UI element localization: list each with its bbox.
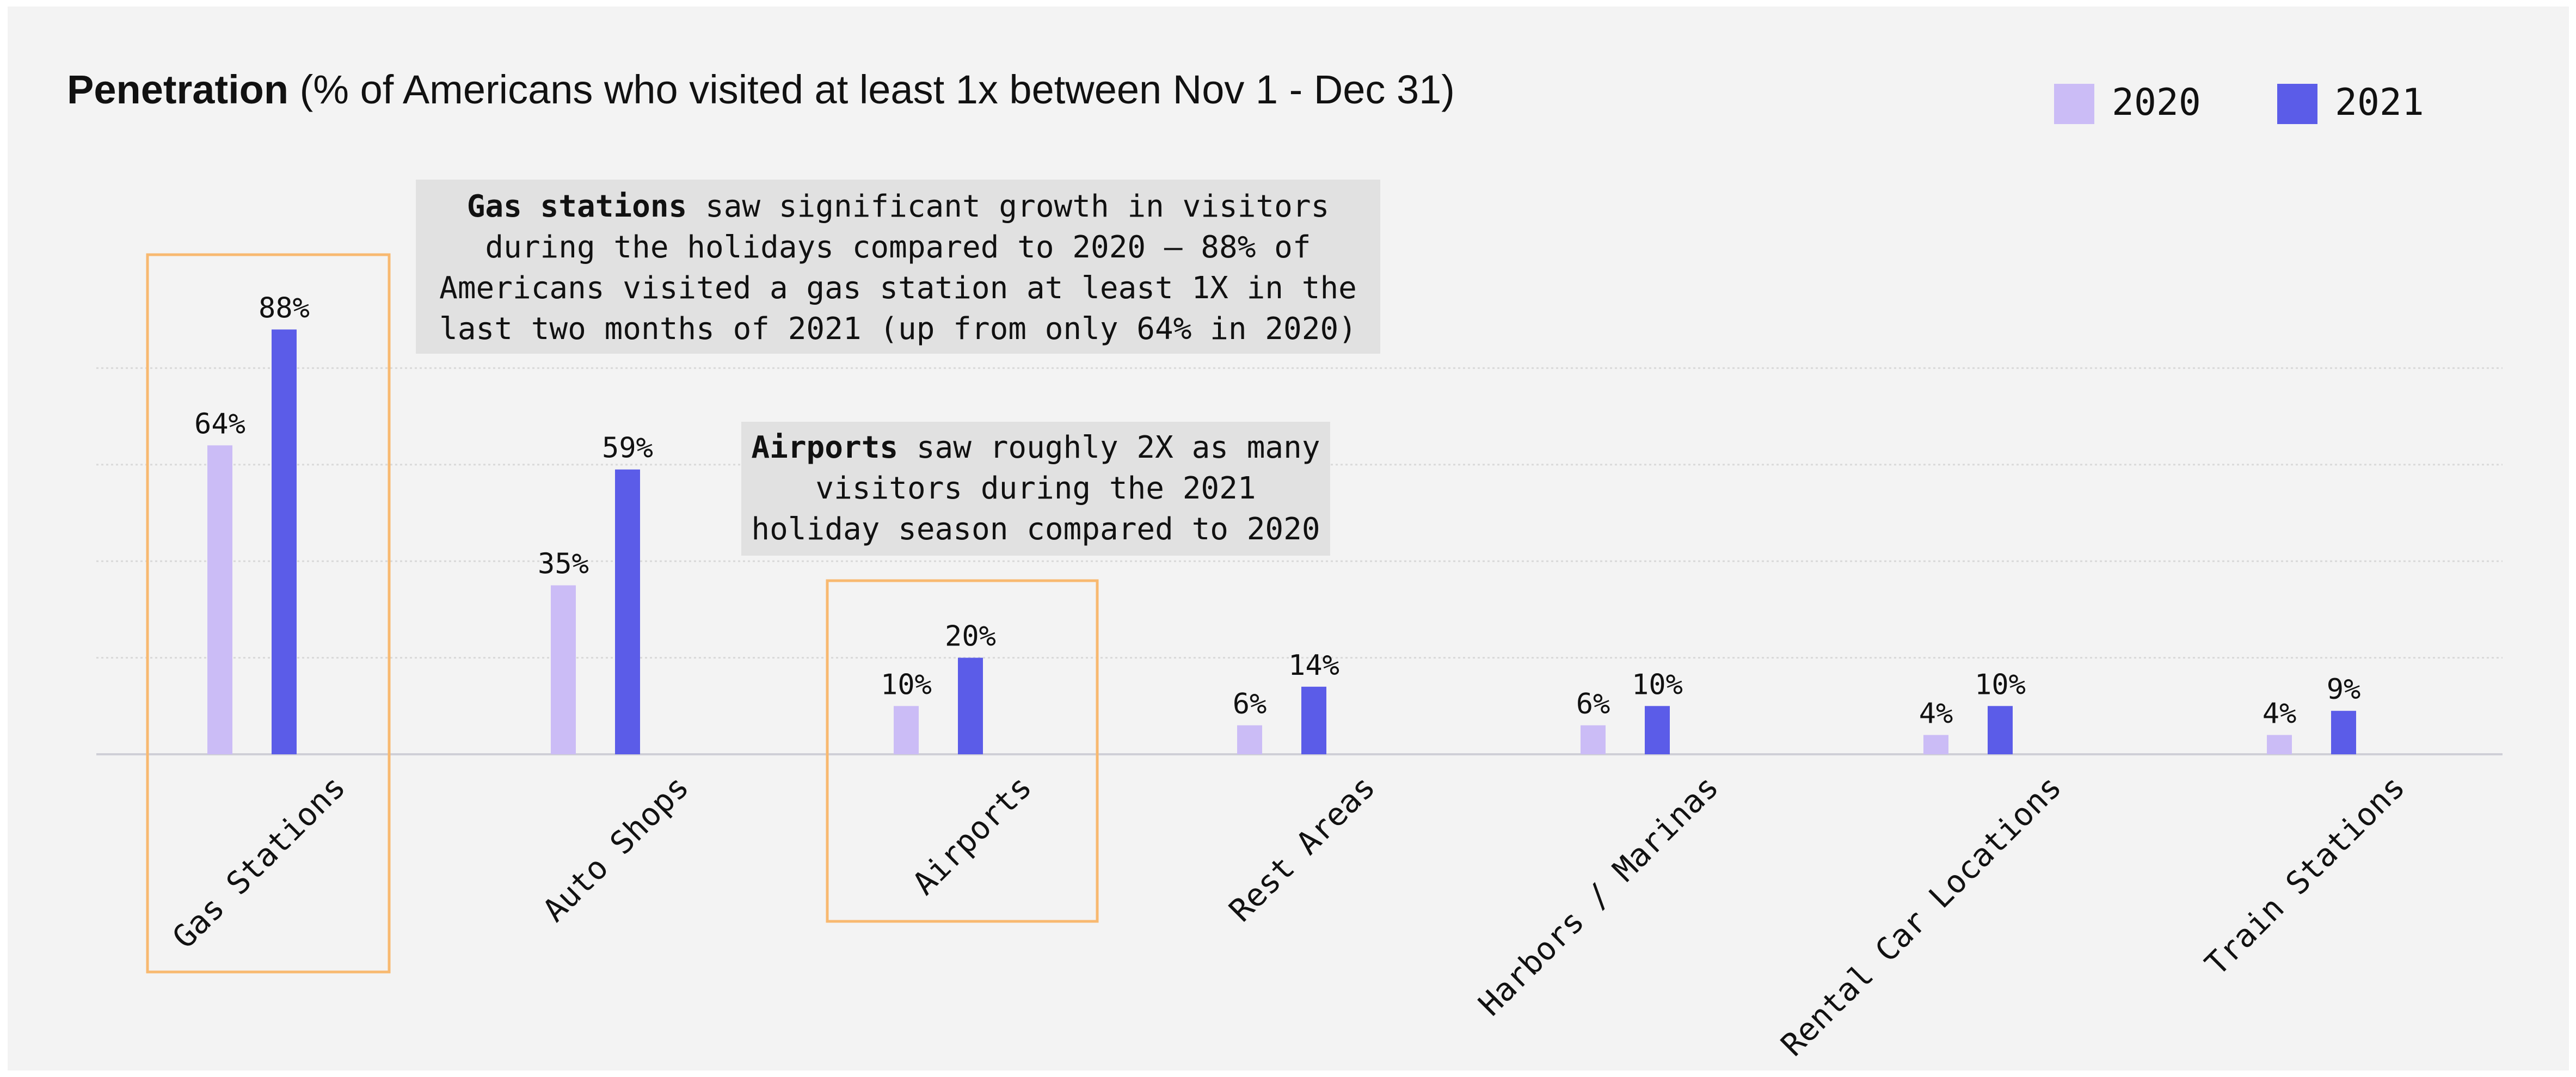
bar-2020-rest-areas <box>1237 725 1262 754</box>
bar-2020-rental-car-locations <box>1923 735 1948 754</box>
bar-2020-harbors-marinas <box>1581 725 1606 754</box>
x-tick-label: Gas Stations <box>165 768 353 956</box>
x-tick-label: Airports <box>905 768 1039 902</box>
bar-2020-airports <box>894 706 919 754</box>
bar-2021-airports <box>958 657 983 754</box>
annotation-2-line-1: visitors during the 2021 <box>815 471 1256 506</box>
value-label: 10% <box>1975 668 2026 701</box>
x-tick-label: Rest Areas <box>1222 768 1382 929</box>
gridlines <box>96 367 2503 755</box>
x-tick-label: Train Stations <box>2198 768 2412 983</box>
highlight-boxes <box>146 253 1099 974</box>
annotation-2-line-2: holiday season compared to 2020 <box>751 512 1320 547</box>
legend-swatch-2020 <box>2054 84 2094 124</box>
chart-title-bold: Penetration <box>67 67 289 112</box>
value-label: 20% <box>945 620 996 653</box>
legend-label-2020: 2020 <box>2112 81 2201 124</box>
highlight-box-gas-stations <box>146 253 391 974</box>
value-label: 35% <box>538 548 589 581</box>
value-label: 59% <box>602 432 653 465</box>
chart-title-rest: (% of Americans who visited at least 1x … <box>288 67 1455 112</box>
bar-2021-rental-car-locations <box>1988 706 2013 754</box>
x-tick-labels: Gas Stations Auto Shops Airports Rest Areas… <box>165 768 2412 1063</box>
x-tick-label: Harbors / Marinas <box>1471 768 1726 1023</box>
annotation-2-bold: Airports <box>751 430 899 465</box>
chart-title: Penetration (% of Americans who visited … <box>67 70 1455 110</box>
gas-stations-annotation: Gas stations saw significant growth in v… <box>416 180 1380 354</box>
bar-2021-rest-areas <box>1301 686 1326 754</box>
bar-2021-train-stations <box>2331 711 2356 754</box>
bar-2021-harbors-marinas <box>1645 706 1670 754</box>
bars <box>207 329 2356 754</box>
value-label: 9% <box>2327 673 2361 706</box>
annotation-1-bold: Gas stations <box>466 189 687 224</box>
bar-2021-gas-stations <box>272 329 297 754</box>
bar-2020-gas-stations <box>207 445 232 754</box>
x-tick-label: Auto Shops <box>536 768 696 929</box>
value-label: 64% <box>194 408 245 440</box>
legend-label-2021: 2021 <box>2335 81 2424 124</box>
annotation-1-rest: saw significant growth in visitors <box>687 189 1330 224</box>
value-labels: 64% 35% 10% 6% 6% 4% 4% 88% 59% 20% 14% 10% 10% 9% <box>194 292 2360 730</box>
value-label: 88% <box>259 292 310 324</box>
value-label: 4% <box>2263 698 2297 730</box>
annotation-1-line-2: Americans visited a gas station at least… <box>439 270 1357 306</box>
legend-swatch-2021 <box>2277 84 2317 124</box>
airports-annotation: Airports saw roughly 2X as many visitors… <box>741 422 1330 556</box>
value-label: 14% <box>1288 649 1339 682</box>
bar-2020-train-stations <box>2267 735 2292 754</box>
annotation-2-rest: saw roughly 2X as many <box>898 430 1320 465</box>
value-label: 10% <box>881 668 932 701</box>
value-label: 10% <box>1632 668 1683 701</box>
annotation-1-line-1: during the holidays compared to 2020 – 8… <box>485 230 1311 265</box>
value-label: 6% <box>1576 688 1610 721</box>
highlight-box-airports <box>826 579 1099 923</box>
value-label: 4% <box>1919 698 1953 730</box>
x-tick-label: Rental Car Locations <box>1774 768 2069 1063</box>
annotation-1-line-3: last two months of 2021 (up from only 64… <box>439 311 1357 347</box>
value-label: 6% <box>1233 688 1267 721</box>
bar-2020-auto-shops <box>551 585 576 754</box>
bar-2021-auto-shops <box>615 469 640 754</box>
